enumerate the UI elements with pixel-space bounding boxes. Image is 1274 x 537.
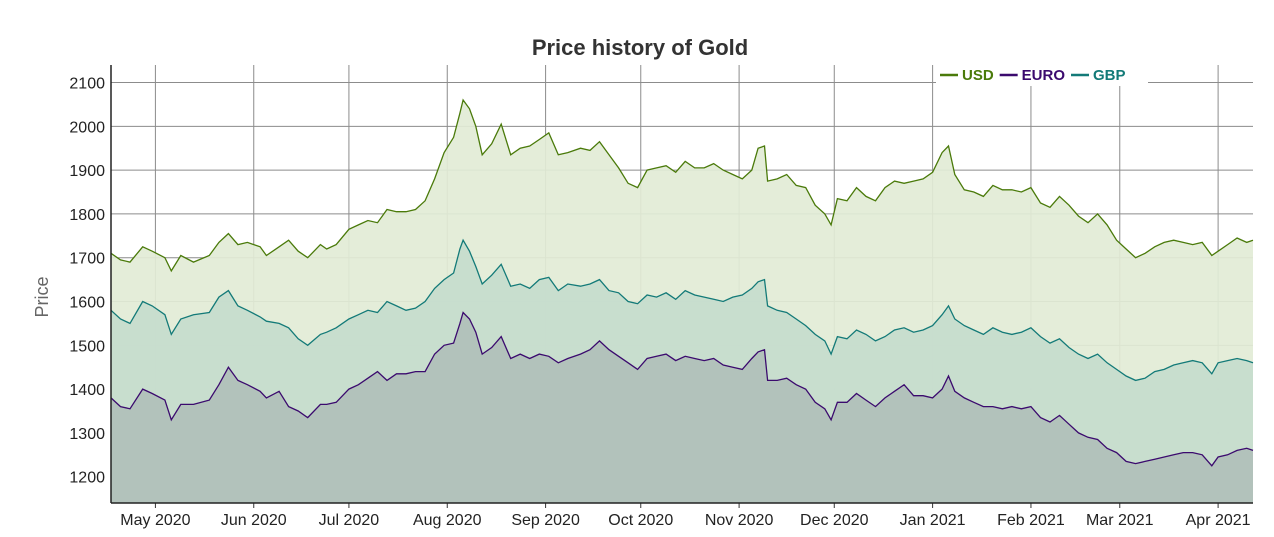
x-tick-label: Aug 2020 (413, 512, 482, 529)
x-tick-label: Jun 2020 (221, 512, 287, 529)
series-line-usd (110, 98, 1254, 273)
y-tick-label: 1800 (69, 207, 105, 224)
y-tick-label: 1200 (69, 470, 105, 487)
chart-title: Price history of Gold (532, 35, 748, 60)
series-line-euro (110, 311, 1254, 467)
x-tick-label: Jul 2020 (319, 512, 380, 529)
x-tick-label: Feb 2021 (997, 512, 1065, 529)
x-tick-label: Oct 2020 (608, 512, 673, 529)
y-tick-label: 1300 (69, 426, 105, 443)
y-tick-label: 1900 (69, 163, 105, 180)
x-tick-labels: May 2020 Jun 2020 Jul 2020 Aug 2020 Sep 2020… (120, 512, 1250, 529)
y-tick-label: 2100 (69, 76, 105, 93)
x-tick-label: Apr 2021 (1186, 512, 1251, 529)
series-line-gbp (110, 238, 1254, 382)
legend-item-gbp[interactable]: GBP (1093, 67, 1126, 84)
y-tick-label: 1700 (69, 251, 105, 268)
legend[interactable]: USD EURO GBP (936, 64, 1148, 86)
x-tick-label: Dec 2020 (800, 512, 869, 529)
series-areas (111, 100, 1253, 503)
y-tick-labels: 1200 1300 1400 1500 1600 1700 1800 1900 2000 2100 (69, 76, 105, 487)
x-tick-label: May 2020 (120, 512, 190, 529)
x-tick-label: Jan 2021 (900, 512, 966, 529)
x-tick-label: Nov 2020 (705, 512, 774, 529)
y-tick-label: 1400 (69, 382, 105, 399)
y-tick-label: 1500 (69, 338, 105, 355)
series-area-euro (111, 312, 1253, 503)
y-tick-label: 2000 (69, 119, 105, 136)
legend-background (936, 64, 1148, 86)
axes (110, 65, 1253, 504)
series-lines (110, 98, 1254, 467)
legend-item-euro[interactable]: EURO (1022, 67, 1066, 84)
y-tick-label: 1600 (69, 295, 105, 312)
x-tick-label: Sep 2020 (511, 512, 580, 529)
legend-item-usd[interactable]: USD (962, 67, 994, 84)
x-tick-label: Mar 2021 (1086, 512, 1154, 529)
y-axis-label: Price (32, 276, 52, 317)
